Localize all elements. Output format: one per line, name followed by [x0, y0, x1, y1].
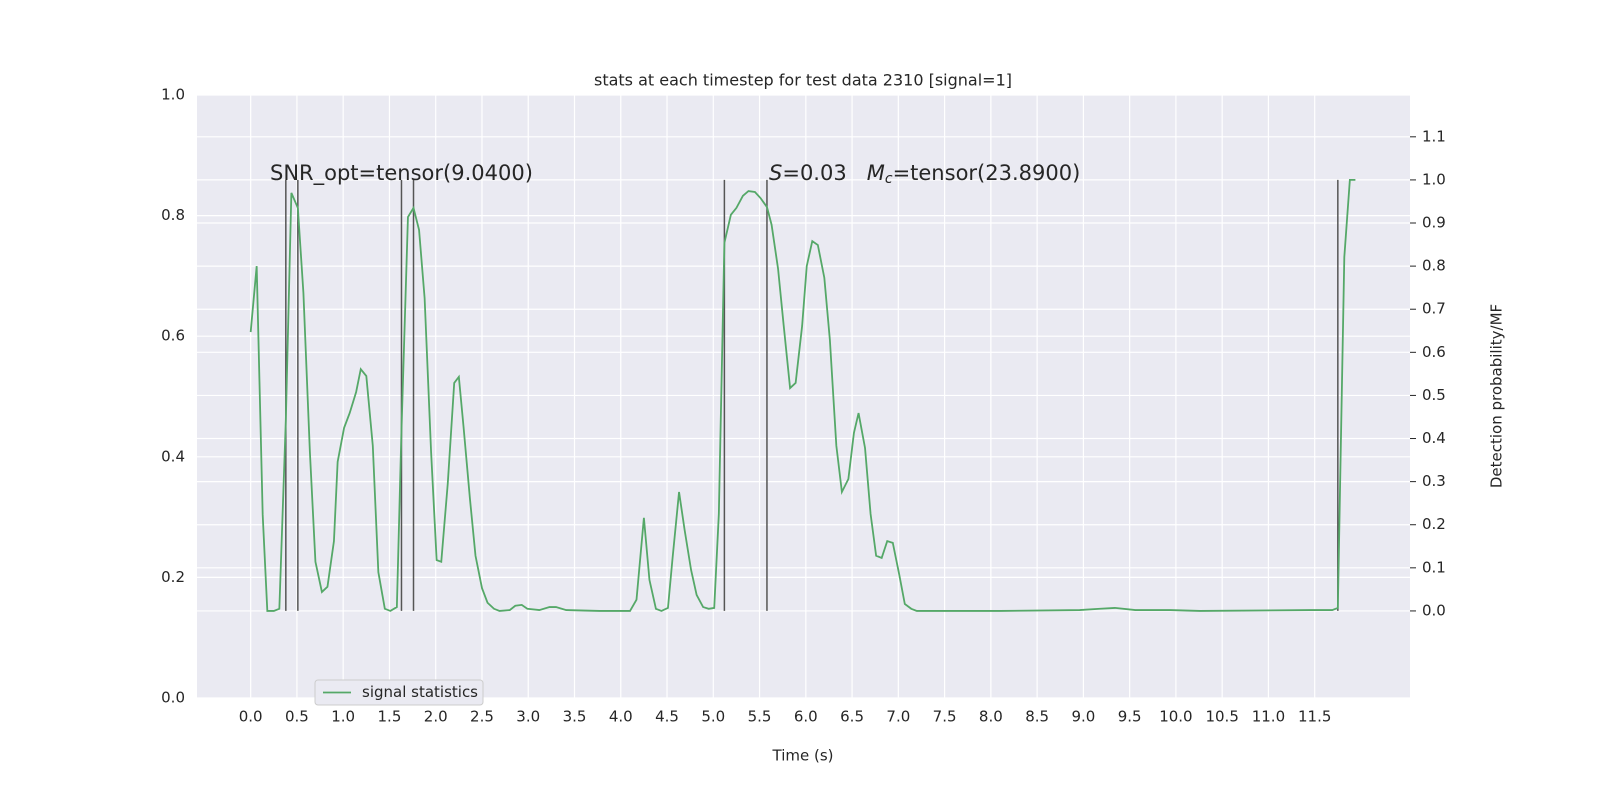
y2-tick-label: 0.5	[1422, 386, 1446, 404]
x-tick-label: 10.0	[1159, 708, 1192, 726]
annotation-part: SNR_opt=tensor(9.0400)	[270, 161, 533, 186]
y2-tick-label: 0.3	[1422, 472, 1446, 490]
chart-title: stats at each timestep for test data 231…	[594, 71, 1012, 90]
x-tick-label: 11.5	[1298, 708, 1331, 726]
y2-tick-label: 1.0	[1422, 170, 1446, 188]
annotation-part: =tensor(23.8900)	[893, 161, 1081, 185]
annotation-part: S	[769, 161, 782, 185]
y2-tick-label: 1.1	[1422, 127, 1446, 145]
x-tick-label: 0.0	[239, 708, 263, 726]
y2-tick-label: 0.7	[1422, 300, 1446, 318]
x-tick-label: 5.5	[748, 708, 772, 726]
y2-tick-label: 0.2	[1422, 515, 1446, 533]
x-tick-label: 3.5	[563, 708, 587, 726]
x-axis-label: Time (s)	[772, 747, 834, 765]
x-tick-label: 1.5	[378, 708, 402, 726]
y2-axis-label: Detection probability/MF	[1488, 304, 1506, 488]
legend-box	[314, 679, 484, 706]
y-tick-label: 0.4	[161, 447, 185, 465]
x-tick-label: 1.0	[331, 708, 355, 726]
x-tick-label: 8.5	[1025, 708, 1049, 726]
annotation-part: =0.03	[782, 161, 866, 185]
x-tick-label: 7.0	[886, 708, 910, 726]
x-tick-label: 10.5	[1205, 708, 1238, 726]
y-tick-label: 0.0	[161, 689, 185, 707]
y2-tick-label: 0.9	[1422, 214, 1446, 232]
x-tick-label: 4.0	[609, 708, 633, 726]
y2-tick-label: 0.4	[1422, 429, 1446, 447]
x-tick-label: 7.5	[933, 708, 957, 726]
x-tick-label: 9.0	[1071, 708, 1095, 726]
signal-line	[249, 179, 1356, 612]
x-tick-label: 9.5	[1118, 708, 1142, 726]
x-tick-label: 6.0	[794, 708, 818, 726]
x-tick-label: 0.5	[285, 708, 309, 726]
y2-tick-label: 0.8	[1422, 257, 1446, 275]
y-tick-label: 0.8	[161, 206, 185, 224]
x-tick-label: 2.0	[424, 708, 448, 726]
annotation: S=0.03 Mc=tensor(23.8900)	[769, 161, 1080, 187]
plot-background	[197, 95, 1410, 698]
x-tick-label: 11.0	[1252, 708, 1285, 726]
x-tick-label: 4.5	[655, 708, 679, 726]
annotation: SNR_opt=tensor(9.0400)	[270, 161, 533, 186]
x-tick-label: 6.5	[840, 708, 864, 726]
y2-tick-label: 0.0	[1422, 601, 1446, 619]
y-tick-label: 0.2	[161, 568, 185, 586]
annotation-part: M	[867, 161, 885, 185]
y2-tick-label: 0.6	[1422, 343, 1446, 361]
x-tick-label: 2.5	[470, 708, 494, 726]
y2-tick-label: 0.1	[1422, 558, 1446, 576]
legend-label: signal statistics	[362, 683, 478, 701]
annotation-part: c	[885, 171, 893, 187]
x-tick-label: 8.0	[979, 708, 1003, 726]
x-tick-label: 5.0	[701, 708, 725, 726]
y-tick-label: 1.0	[161, 86, 185, 104]
y-tick-label: 0.6	[161, 327, 185, 345]
x-tick-label: 3.0	[516, 708, 540, 726]
